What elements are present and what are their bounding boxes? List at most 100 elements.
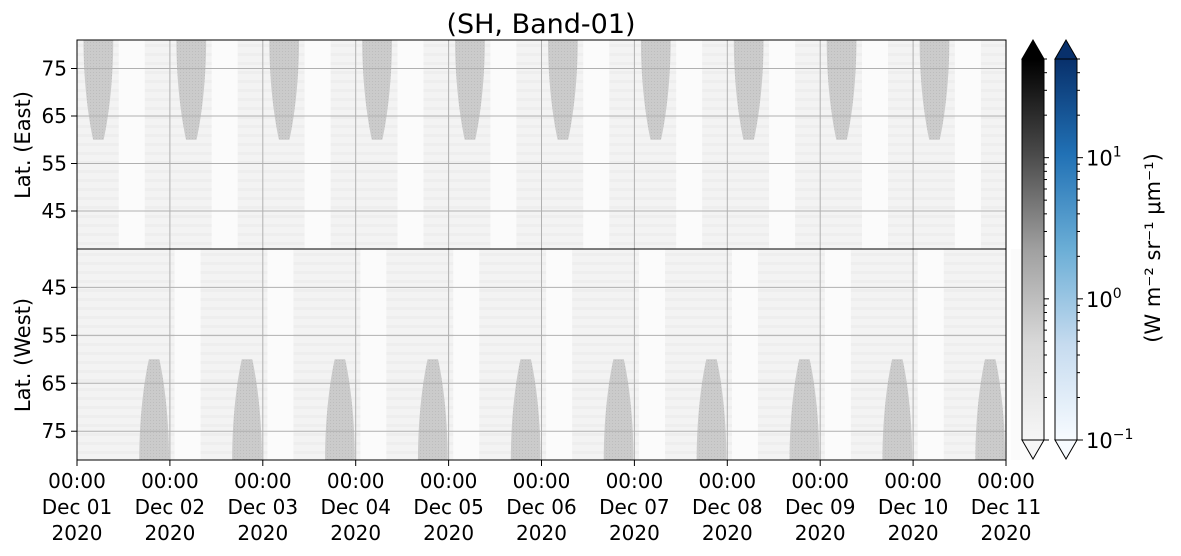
xtick-label: 00:00 Dec 08 2020 (692, 469, 763, 545)
data-gap-east-2 (176, 40, 207, 140)
ytick-label: 45 (42, 275, 67, 299)
data-gap-west-3 (325, 359, 355, 460)
xtick-label-line: 2020 (702, 521, 753, 545)
chart-title: (SH, Band-01) (446, 9, 635, 40)
xtick-label-line: Dec 04 (320, 495, 391, 519)
bright-band-west (731, 249, 758, 460)
bright-band-west (546, 249, 573, 460)
bright-band-west (639, 249, 666, 460)
xtick-label-line: 2020 (888, 521, 939, 545)
gridlines-east (77, 40, 1006, 249)
xtick-label-line: 2020 (516, 521, 567, 545)
xtick-label-line: 00:00 (977, 469, 1035, 493)
xtick-label-line: 00:00 (884, 469, 942, 493)
xtick-label: 00:00 Dec 02 2020 (135, 469, 206, 545)
xtick-label-line: Dec 06 (506, 495, 577, 519)
xtick-label-line: 00:00 (48, 469, 106, 493)
xtick-label: 00:00 Dec 01 2020 (42, 469, 113, 545)
xtick-label-line: Dec 08 (692, 495, 763, 519)
ytick-label: 75 (42, 57, 67, 81)
xtick-label-line: 2020 (52, 521, 103, 545)
bright-band-east (118, 40, 145, 249)
bright-band-east (954, 40, 981, 249)
data-gap-west-6 (603, 359, 634, 460)
ytick-label: 65 (42, 371, 67, 395)
xtick-label-line: 2020 (609, 521, 660, 545)
xtick-label: 00:00 Dec 07 2020 (599, 469, 670, 545)
ytick-label: 55 (42, 323, 67, 347)
bright-band-east (490, 40, 517, 249)
cbar-tick-label: 100 (1086, 286, 1122, 312)
bright-band-east (862, 40, 889, 249)
data-gap-west-2 (232, 359, 262, 460)
yaxis-ticks-east: 45 55 65 75 (42, 57, 77, 223)
cbar-tick-label: 101 (1086, 145, 1122, 171)
ytick-label: 75 (42, 419, 67, 443)
data-gap-east-5 (455, 40, 485, 140)
bright-band-west (360, 249, 387, 460)
data-gap-west-1 (139, 359, 169, 460)
xtick-label-line: Dec 07 (599, 495, 670, 519)
colorbar-blue-body (1054, 58, 1078, 441)
colorbar-grey-extend-top (1021, 39, 1045, 60)
gridlines-west (77, 249, 1006, 460)
xtick-label: 00:00 Dec 10 2020 (878, 469, 949, 545)
data-gap-west-7 (696, 359, 727, 460)
bright-band-east (769, 40, 796, 249)
data-gap-west-8 (789, 359, 820, 460)
xtick-label-line: Dec 02 (135, 495, 206, 519)
ytick-label: 45 (42, 199, 67, 223)
xtick-label: 00:00 Dec 11 2020 (971, 469, 1042, 545)
bright-band-east (211, 40, 238, 249)
xtick-label-line: Dec 01 (42, 495, 113, 519)
data-gap-east-4 (362, 40, 392, 140)
xtick-label-line: Dec 05 (413, 495, 484, 519)
bright-band-east (676, 40, 703, 249)
panel-east: 45 55 65 75 (42, 39, 1007, 250)
xtick-label-line: Dec 03 (228, 495, 299, 519)
colorbar-blue (1054, 39, 1078, 460)
xtick-label-line: 00:00 (698, 469, 756, 493)
data-gap-east-1 (83, 40, 114, 140)
data-gap-west-4 (417, 359, 448, 460)
xtick-label-line: 2020 (423, 521, 474, 545)
bright-band-west (453, 249, 480, 460)
ylabel-east: Lat. (East) (11, 91, 35, 199)
colorbar-grey-body (1021, 58, 1045, 441)
panel-west: 75 65 55 45 (42, 248, 1037, 461)
xtick-label-line: 00:00 (420, 469, 478, 493)
xtick-label-line: 00:00 (606, 469, 664, 493)
xtick-label-line: Dec 11 (971, 495, 1042, 519)
xtick-label-line: 00:00 (234, 469, 292, 493)
colorbars: 101 100 10−1 (W m⁻² sr⁻¹ μm⁻¹) (1021, 39, 1165, 460)
xtick-label: 00:00 Dec 04 2020 (320, 469, 391, 545)
xtick-label-line: 00:00 (513, 469, 571, 493)
data-gap-west-5 (510, 359, 541, 460)
colorbar-blue-extend-bottom (1054, 439, 1078, 460)
xtick-label-line: 00:00 (141, 469, 199, 493)
xtick-label-line: 00:00 (327, 469, 385, 493)
xtick-label-line: 00:00 (791, 469, 849, 493)
yaxis-ticks-west: 75 65 55 45 (42, 275, 77, 443)
data-gap-west-9 (882, 359, 913, 460)
xtick-label: 00:00 Dec 09 2020 (785, 469, 856, 545)
data-gap-east-8 (733, 40, 764, 140)
xtick-label-line: Dec 09 (785, 495, 856, 519)
xtick-label-line: 2020 (981, 521, 1032, 545)
xtick-label-line: 2020 (795, 521, 846, 545)
xtick-label-line: Dec 10 (878, 495, 949, 519)
bright-band-west (267, 249, 294, 460)
data-gap-west-10 (975, 359, 1006, 460)
bright-band-east (583, 40, 610, 249)
data-gap-east-6 (548, 40, 578, 140)
xtick-label-line: 2020 (237, 521, 288, 545)
bright-band-west (174, 249, 201, 460)
data-gap-east-7 (640, 40, 671, 140)
colorbar-label: (W m⁻² sr⁻¹ μm⁻¹) (1141, 153, 1165, 343)
ytick-label: 55 (42, 152, 67, 176)
data-gap-east-10 (919, 40, 950, 140)
colorbar-blue-extend-top (1054, 39, 1078, 60)
xtick-label: 00:00 Dec 03 2020 (228, 469, 299, 545)
